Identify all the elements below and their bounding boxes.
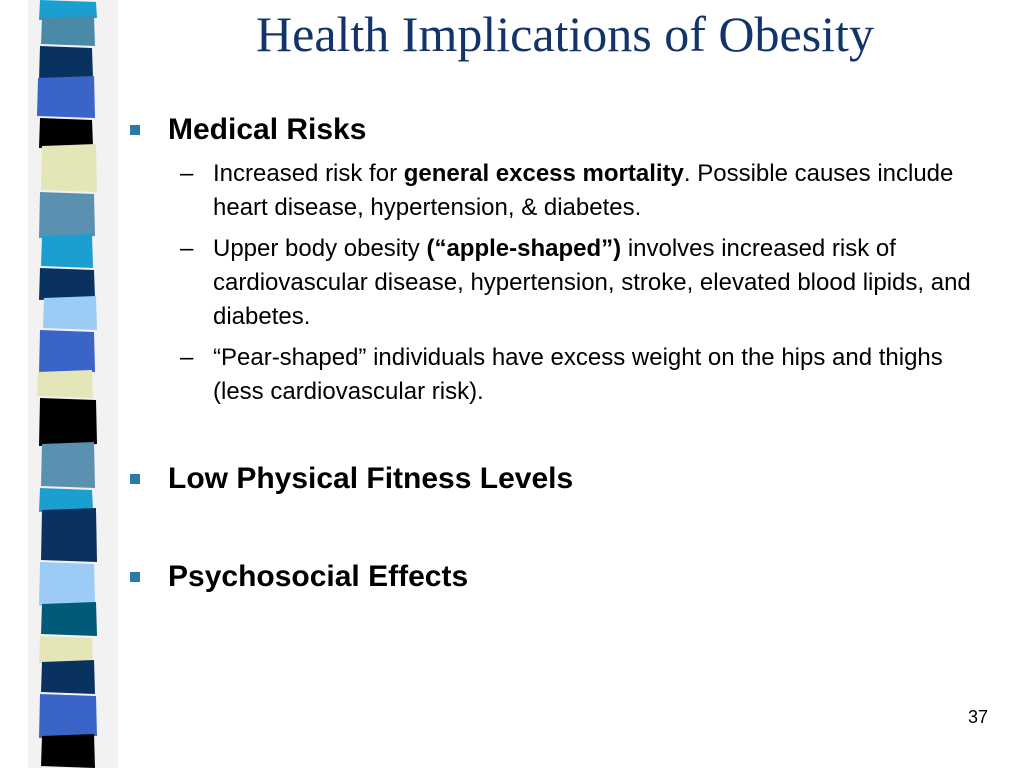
square-bullet-icon (130, 572, 140, 582)
subitem-text: Upper body obesity (“apple-shaped”) invo… (213, 235, 971, 330)
stripe-band (41, 442, 95, 488)
stripe-band (39, 562, 95, 606)
subitem-text: “Pear-shaped” individuals have excess we… (213, 344, 943, 405)
stripe-band (39, 46, 93, 80)
page-number: 37 (967, 707, 988, 727)
dash-marker: – (180, 235, 194, 262)
stripe-band (39, 118, 93, 148)
square-bullet-icon (130, 125, 140, 135)
stripe-band (39, 0, 97, 20)
stripe-band (39, 192, 95, 238)
stripe-band (37, 370, 93, 398)
stripe-band (41, 508, 97, 562)
bullet-label: Low Physical Fitness Levels (168, 462, 574, 495)
bullet-label: Medical Risks (168, 113, 367, 146)
stripe-band (41, 734, 95, 768)
stripe-band (39, 268, 95, 300)
stripe-band (43, 296, 97, 330)
stripe-band (39, 398, 97, 446)
dash-marker: – (180, 160, 194, 187)
stripe-band (37, 76, 95, 118)
slide-title: Health Implications of Obesity (256, 6, 874, 62)
stripe-band (41, 16, 95, 46)
stripe-band (39, 330, 95, 374)
subitem-text: Increased risk for general excess mortal… (213, 160, 954, 221)
stripe-band (41, 660, 95, 694)
stripe-band (41, 144, 97, 192)
decorative-stripe-bar (28, 0, 118, 768)
stripe-band (39, 488, 93, 512)
stripe-band (39, 636, 93, 664)
dash-marker: – (180, 344, 194, 371)
stripe-band (41, 234, 93, 268)
bullet-label: Psychosocial Effects (168, 560, 469, 593)
square-bullet-icon (130, 474, 140, 484)
stripe-band (41, 602, 97, 636)
stripe-band (39, 694, 97, 738)
